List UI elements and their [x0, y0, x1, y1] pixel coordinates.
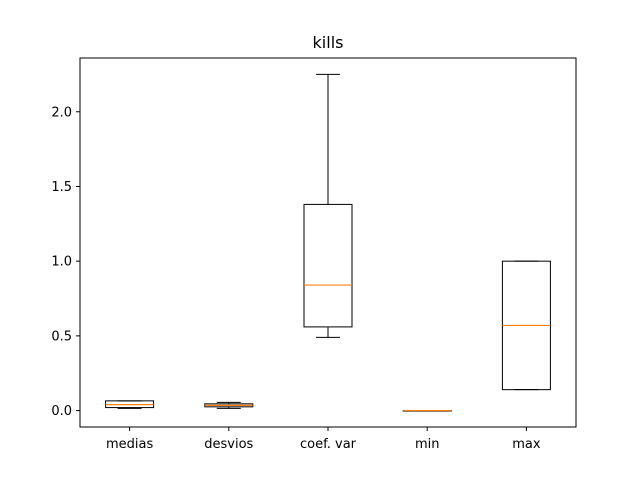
box-group — [105, 400, 155, 409]
y-tick-label: 0.0 — [51, 404, 72, 419]
plot-area — [105, 73, 551, 412]
box-group — [303, 73, 353, 338]
box-iqr — [303, 203, 353, 328]
y-tick-label: 1.0 — [51, 255, 72, 270]
y-tick-label: 2.0 — [51, 105, 72, 120]
box-group — [402, 409, 452, 412]
x-tick-label: medias — [106, 437, 153, 452]
box-group — [204, 401, 254, 409]
x-tick-label: max — [512, 437, 541, 452]
x-tick-label: desvios — [204, 437, 253, 452]
y-tick-label: 1.5 — [51, 180, 72, 195]
x-tick-label: min — [415, 437, 440, 452]
y-tick-label: 0.5 — [51, 329, 72, 344]
box-group — [501, 260, 551, 391]
x-tick-label: coef. var — [300, 437, 357, 452]
chart-title: kills — [313, 33, 344, 52]
